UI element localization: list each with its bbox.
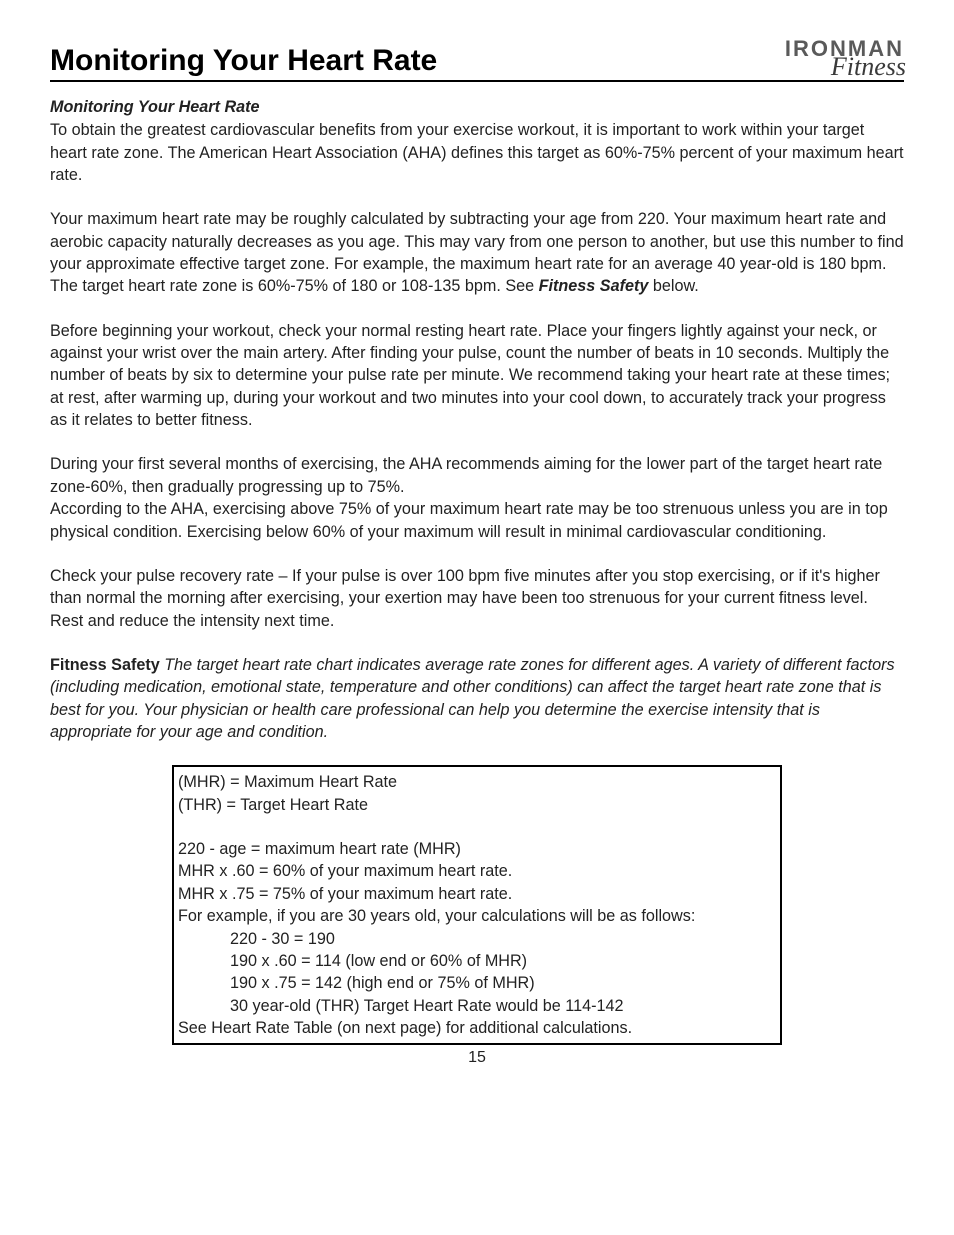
formula-line-2: (THR) = Target Heart Rate bbox=[178, 794, 776, 816]
formula-line-3: 220 - age = maximum heart rate (MHR) bbox=[178, 838, 776, 860]
formula-line-5: MHR x .75 = 75% of your maximum heart ra… bbox=[178, 883, 776, 905]
formula-line-10: 30 year-old (THR) Target Heart Rate woul… bbox=[178, 995, 776, 1017]
page-number: 15 bbox=[50, 1047, 904, 1069]
header: Monitoring Your Heart Rate IRONMAN Fitne… bbox=[50, 40, 904, 82]
formula-line-1: (MHR) = Maximum Heart Rate bbox=[178, 771, 776, 793]
paragraph-4: During your first several months of exer… bbox=[50, 453, 904, 498]
paragraph-3: Before beginning your workout, check you… bbox=[50, 320, 904, 432]
fitness-safety-heading: Fitness Safety bbox=[50, 656, 160, 674]
paragraph-2-text-a: Your maximum heart rate may be roughly c… bbox=[50, 210, 904, 295]
brand-logo: IRONMAN Fitness bbox=[785, 40, 904, 78]
content: Monitoring Your Heart Rate To obtain the… bbox=[50, 96, 904, 1070]
paragraph-2-text-c: below. bbox=[648, 277, 698, 295]
formula-line-9: 190 x .75 = 142 (high end or 75% of MHR) bbox=[178, 972, 776, 994]
paragraph-1: To obtain the greatest cardiovascular be… bbox=[50, 119, 904, 186]
formula-line-6: For example, if you are 30 years old, yo… bbox=[178, 905, 776, 927]
fitness-safety-ref: Fitness Safety bbox=[539, 277, 649, 295]
formula-box: (MHR) = Maximum Heart Rate (THR) = Targe… bbox=[172, 765, 782, 1045]
logo-text-top: IRONMAN bbox=[785, 40, 904, 59]
paragraph-7: Fitness Safety The target heart rate cha… bbox=[50, 654, 904, 743]
paragraph-5: According to the AHA, exercising above 7… bbox=[50, 498, 904, 543]
formula-blank bbox=[178, 816, 776, 838]
formula-line-8: 190 x .60 = 114 (low end or 60% of MHR) bbox=[178, 950, 776, 972]
formula-line-4: MHR x .60 = 60% of your maximum heart ra… bbox=[178, 860, 776, 882]
paragraph-2: Your maximum heart rate may be roughly c… bbox=[50, 208, 904, 297]
fitness-safety-body: The target heart rate chart indicates av… bbox=[50, 656, 895, 741]
page-title: Monitoring Your Heart Rate bbox=[50, 44, 437, 78]
formula-line-11: See Heart Rate Table (on next page) for … bbox=[178, 1017, 776, 1039]
subheading: Monitoring Your Heart Rate bbox=[50, 96, 904, 118]
formula-line-7: 220 - 30 = 190 bbox=[178, 928, 776, 950]
paragraph-6: Check your pulse recovery rate – If your… bbox=[50, 565, 904, 632]
